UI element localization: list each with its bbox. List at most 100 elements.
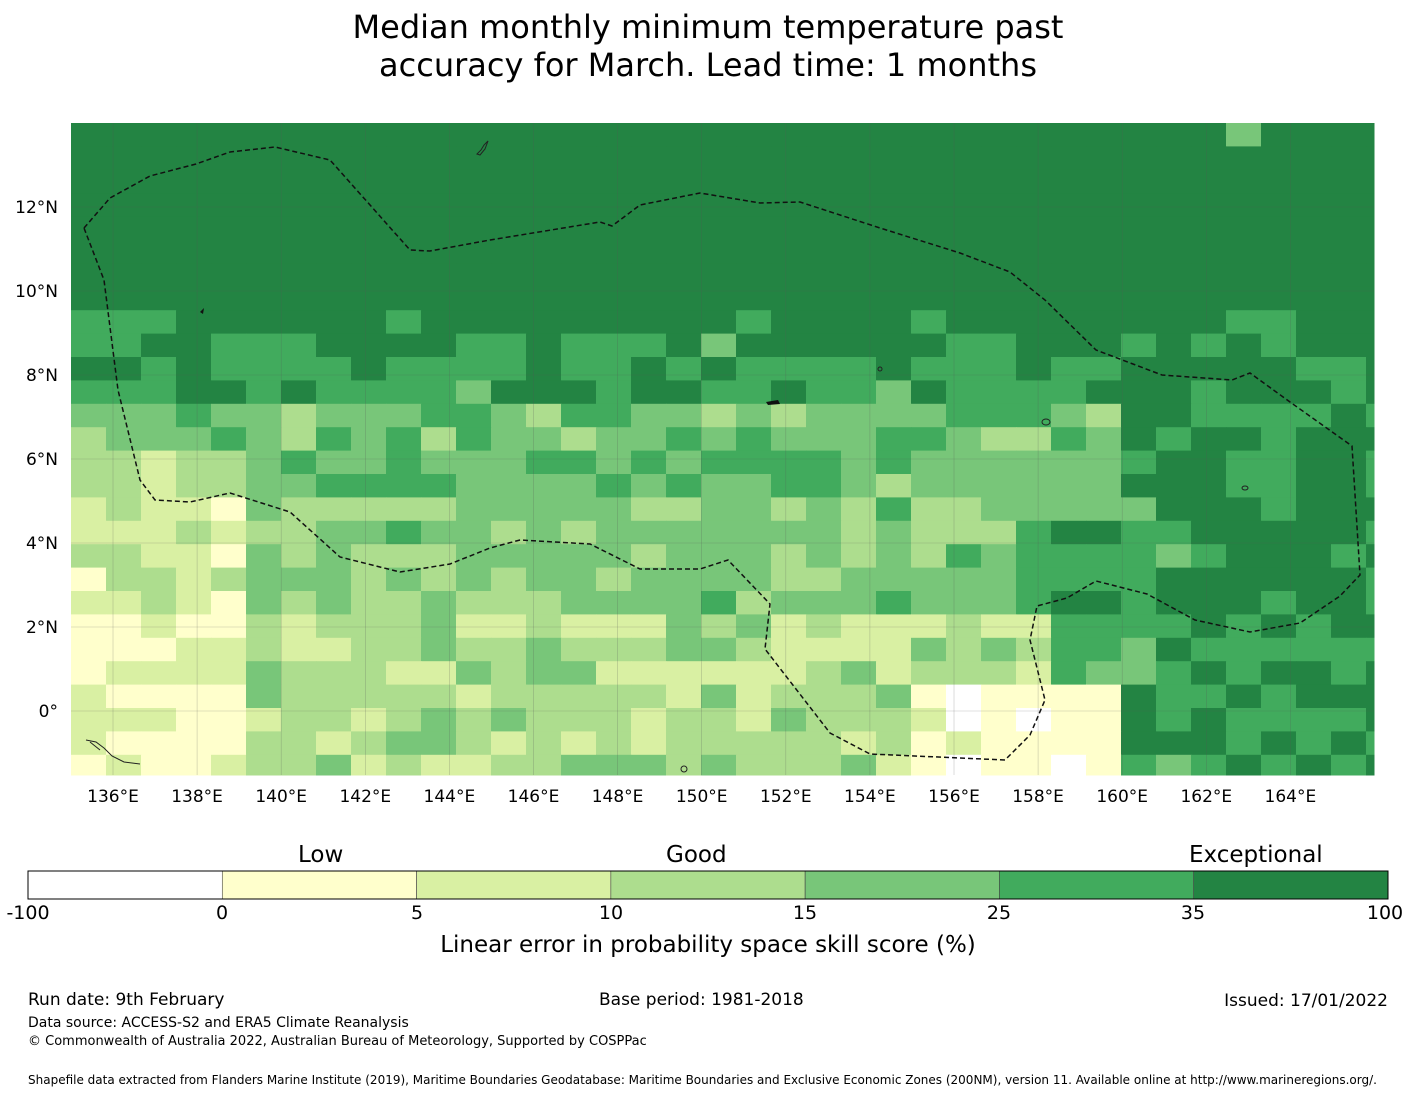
grid-cell [421, 708, 457, 732]
grid-cell [596, 169, 632, 194]
grid-cell [1121, 286, 1157, 311]
grid-cell [1331, 497, 1367, 522]
grid-cell [1296, 591, 1332, 615]
grid-cell [71, 427, 107, 452]
longitude-label: 152°E [760, 787, 812, 807]
grid-cell [806, 240, 842, 264]
grid-cell [211, 380, 247, 405]
latitude-label: 2°N [26, 618, 58, 638]
grid-cell [281, 240, 317, 264]
grid-cell [1086, 286, 1122, 311]
grid-cell [736, 380, 772, 405]
grid-cell [106, 357, 142, 381]
grid-cell [211, 637, 247, 662]
grid-cell [71, 637, 107, 662]
colorbar-label: Linear error in probability space skill … [440, 932, 976, 958]
grid-cell [281, 754, 317, 776]
grid-cell [421, 333, 457, 358]
grid-cell [71, 450, 107, 475]
grid-cell [911, 263, 947, 288]
latitude-label: 6°N [26, 450, 58, 470]
colorbar-frame [27, 870, 1389, 900]
grid-cell [141, 567, 177, 592]
grid-cell [491, 544, 527, 569]
grid-cell [491, 637, 527, 662]
grid-cell [1191, 754, 1227, 776]
grid-cell [981, 216, 1017, 241]
grid-cell [876, 754, 912, 776]
grid-cell [1086, 661, 1122, 686]
grid-cell [1086, 708, 1122, 732]
grid-cell [141, 614, 177, 639]
grid-cell [701, 754, 737, 776]
grid-cell [981, 193, 1017, 218]
grid-cell [281, 123, 317, 147]
grid-cell [806, 708, 842, 732]
grid-cell [561, 567, 597, 592]
grid-cell [491, 450, 527, 475]
grid-cell [526, 544, 562, 569]
grid-cell [491, 403, 527, 428]
grid-cell [456, 380, 492, 405]
grid-cell [1121, 567, 1157, 592]
grid-cell [1086, 169, 1122, 194]
grid-cell [981, 614, 1017, 639]
grid-cell [631, 567, 667, 592]
grid-cell [1191, 216, 1227, 241]
grid-cell [806, 427, 842, 452]
grid-cell [806, 544, 842, 569]
grid-cell [211, 403, 247, 428]
grid-cell [841, 286, 877, 311]
grid-cell [281, 193, 317, 218]
grid-cell [876, 474, 912, 498]
grid-cell [1331, 614, 1367, 639]
grid-cell [981, 708, 1017, 732]
grid-cell [106, 263, 142, 288]
grid-cell [316, 754, 352, 776]
grid-cell [1191, 474, 1227, 498]
grid-cell [946, 450, 982, 475]
grid-cell [456, 169, 492, 194]
grid-cell [1226, 614, 1262, 639]
grid-cell [561, 123, 597, 147]
grid-cell [806, 684, 842, 709]
grid-cell [316, 146, 352, 171]
grid-cell [1226, 216, 1262, 241]
grid-cell [1366, 591, 1375, 615]
grid-cell [1156, 216, 1192, 241]
grid-cell [1051, 637, 1087, 662]
grid-cell [351, 333, 387, 358]
grid-cell [596, 731, 632, 756]
grid-cell [421, 240, 457, 264]
chart-title-line-2: accuracy for March. Lead time: 1 months [379, 46, 1037, 84]
grid-cell [421, 263, 457, 288]
island-outline [877, 366, 883, 372]
grid-cell [526, 497, 562, 522]
grid-cell [1051, 310, 1087, 335]
grid-cell [736, 708, 772, 732]
grid-cell [911, 193, 947, 218]
grid-cell [596, 754, 632, 776]
longitude-label: 160°E [1096, 787, 1148, 807]
grid-cell [1086, 637, 1122, 662]
grid-cell [1086, 614, 1122, 639]
grid-cell [1296, 123, 1332, 147]
grid-cell [526, 614, 562, 639]
grid-cell [526, 450, 562, 475]
grid-cell [316, 567, 352, 592]
grid-cell [911, 286, 947, 311]
grid-cell [946, 544, 982, 569]
grid-cell [176, 754, 212, 776]
grid-cell [1226, 708, 1262, 732]
grid-cell [841, 216, 877, 241]
grid-cell [1366, 169, 1375, 194]
grid-cell [1121, 240, 1157, 264]
grid-cell [141, 333, 177, 358]
grid-cell [386, 310, 422, 335]
grid-cell [106, 754, 142, 776]
grid-cell [141, 591, 177, 615]
grid-cell [1051, 684, 1087, 709]
grid-cell [1226, 731, 1262, 756]
grid-cell [806, 754, 842, 776]
grid-cell [316, 286, 352, 311]
